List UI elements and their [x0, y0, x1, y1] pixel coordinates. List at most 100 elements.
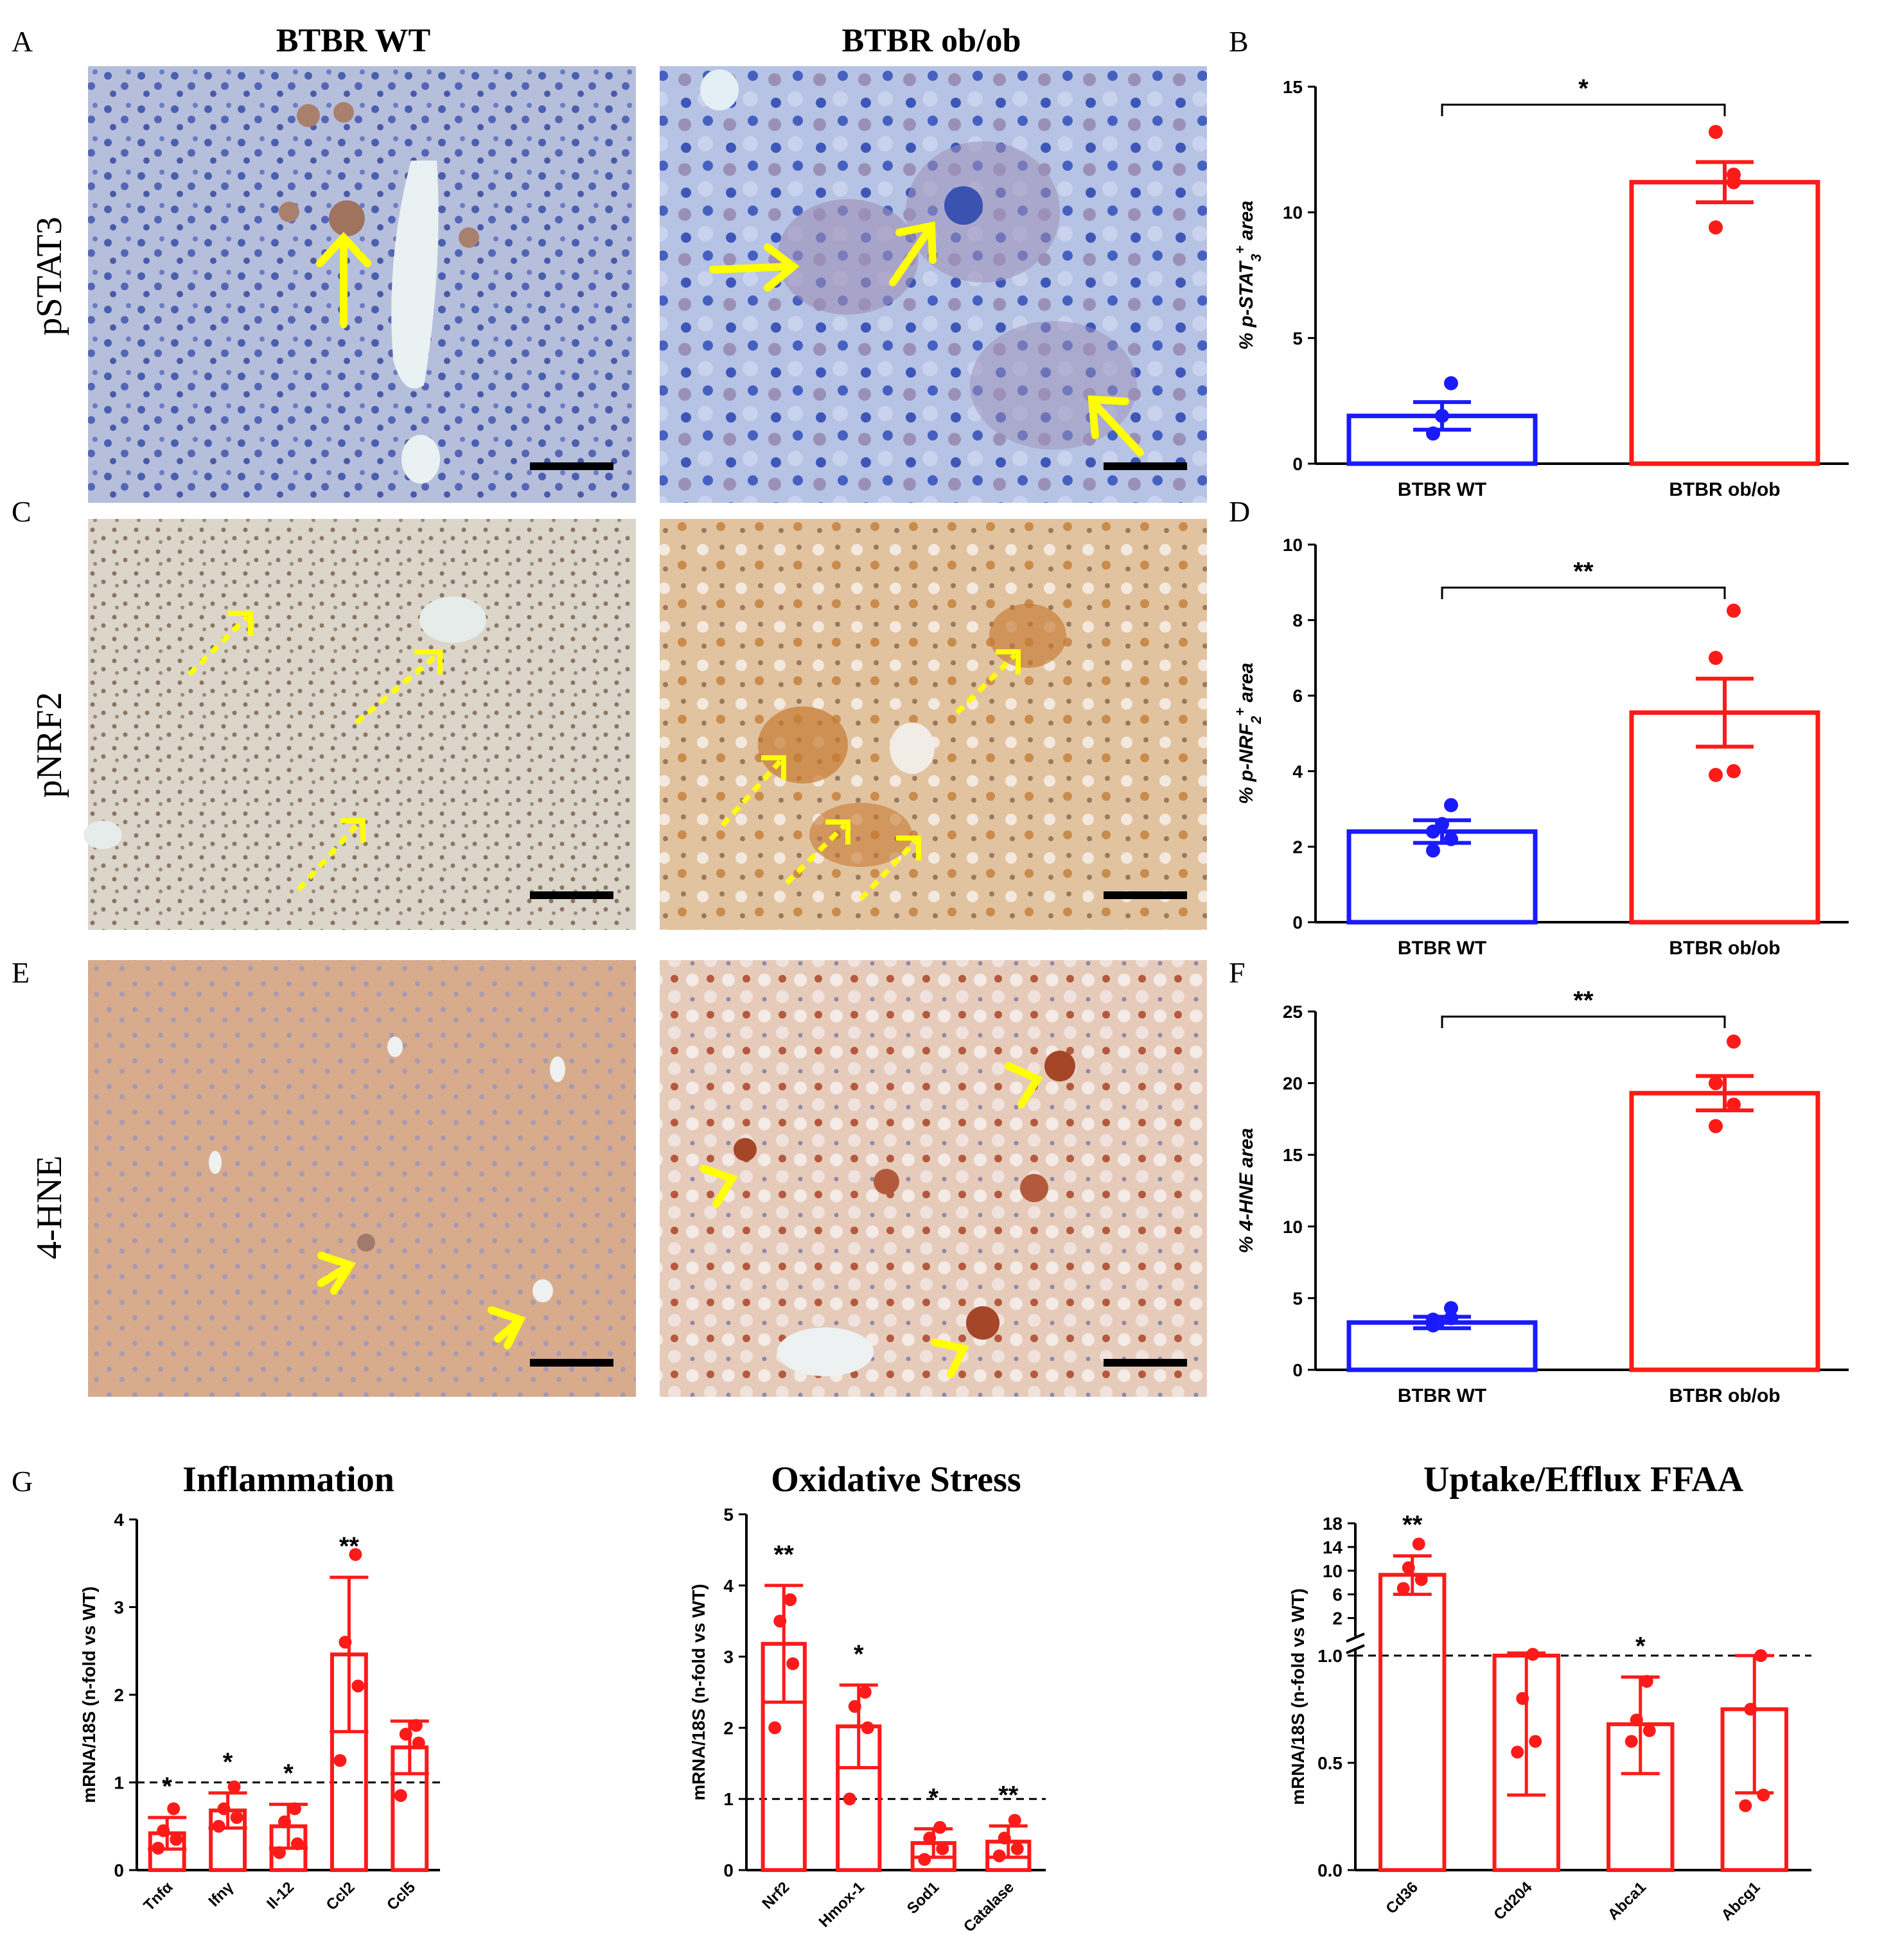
- data-point: [291, 1837, 304, 1851]
- micrograph-4hne-wt: [88, 960, 636, 1397]
- column-title-wt: BTBR WT: [276, 22, 430, 59]
- data-point: [1754, 1649, 1768, 1662]
- significance-bracket: [1441, 1015, 1726, 1028]
- data-point: [918, 1853, 931, 1866]
- data-point: [1709, 125, 1723, 139]
- data-point: [288, 1802, 301, 1816]
- data-point: [349, 1548, 362, 1561]
- data-point: [843, 1792, 856, 1806]
- data-point: [333, 1754, 347, 1767]
- arrow-pointer: [228, 611, 443, 843]
- data-point: [1444, 798, 1458, 812]
- x-tick-label: Ifnγ: [206, 1878, 238, 1911]
- data-point: [1008, 1814, 1021, 1827]
- y-tick-label: 15: [1283, 1145, 1303, 1165]
- y-tick-label: 0.5: [1317, 1753, 1343, 1773]
- micrograph-4hne-ob: [660, 960, 1207, 1397]
- chart-g-oxidative-stress: Oxidative Stress 0 1 2 3 4 5 mRNA/18S (n-fold v…: [689, 1460, 1046, 1936]
- significance-marker: **: [774, 1541, 795, 1569]
- chart-d: 0 2 4 6 8 10 % p-NRF2+ area BTBR WT BTBR ob/ob **: [1232, 535, 1849, 959]
- data-point: [212, 1819, 225, 1833]
- significance-bracket: [1441, 586, 1726, 599]
- data-point: [1727, 764, 1741, 778]
- data-point: [773, 1614, 787, 1628]
- y-tick-label: 0: [723, 1860, 734, 1880]
- y-tick-label: 25: [1283, 1002, 1303, 1022]
- significance-marker: *: [223, 1748, 233, 1776]
- data-point: [786, 1657, 800, 1670]
- data-point: [152, 1841, 165, 1855]
- data-point: [1709, 1119, 1723, 1133]
- panel-letter-c: C: [12, 495, 31, 528]
- axis-break: [1346, 1632, 1365, 1643]
- scale-bar: [1104, 1359, 1187, 1367]
- x-tick-label: Cd204: [1490, 1878, 1535, 1923]
- data-point: [1709, 767, 1723, 782]
- y-tick-label: 1: [723, 1789, 734, 1809]
- data-point: [768, 1721, 782, 1735]
- significance-marker: **: [1402, 1511, 1423, 1539]
- data-point: [1640, 1675, 1653, 1688]
- y-tick-label: 0.0: [1317, 1860, 1343, 1880]
- panel-letter-b: B: [1229, 25, 1249, 58]
- y-tick-label: 0: [1292, 913, 1303, 932]
- arrow-pointer: [700, 1062, 1043, 1378]
- data-point: [992, 1849, 1006, 1862]
- chart-title: Uptake/Efflux FFAA: [1423, 1460, 1744, 1500]
- chart-g-uptake-efflux: Uptake/Efflux FFAA 2 6 10 14 18 0.0 0.5 1.0 mRNA/…: [1288, 1460, 1811, 1924]
- y-tick-label: 10: [1283, 203, 1303, 223]
- arrow-pointer: [316, 232, 371, 328]
- y-tick-label: 10: [1283, 535, 1303, 555]
- y-axis-title: mRNA/18S (n-fold vs WT): [689, 1584, 709, 1801]
- data-point: [1744, 1702, 1757, 1716]
- row-title-pstat3: pSTAT3: [30, 216, 69, 335]
- chart-f: 0 5 10 15 20 25 % 4-HNE area BTBR WT BTBR ob/ob *…: [1236, 986, 1849, 1406]
- x-tick-label: BTBR ob/ob: [1669, 479, 1780, 500]
- panel-letter-g: G: [12, 1465, 33, 1498]
- x-tick-label: Hmox-1: [816, 1878, 868, 1930]
- data-point: [278, 1815, 291, 1828]
- arrow-pointer: [188, 615, 439, 891]
- chart-title: Oxidative Stress: [771, 1460, 1021, 1500]
- bar: [1629, 180, 1820, 466]
- data-point: [1709, 1076, 1723, 1090]
- data-point: [1444, 1301, 1458, 1316]
- arrow-pointer: [721, 653, 1017, 901]
- y-tick-label: 3: [723, 1647, 734, 1667]
- panel-letter-e: E: [12, 956, 30, 989]
- y-tick-label: 8: [1292, 611, 1303, 631]
- data-point: [409, 1719, 423, 1732]
- significance-marker: **: [998, 1781, 1019, 1809]
- y-tick-label: 2: [723, 1718, 734, 1738]
- x-tick-label: Tnfα: [141, 1878, 177, 1914]
- chart-b: 0 5 10 15 % p-STAT3+ area BTBR WT BTBR ob/ob *: [1232, 74, 1849, 500]
- data-point: [351, 1679, 365, 1693]
- bar: [1629, 1090, 1820, 1372]
- data-point: [1739, 1799, 1752, 1812]
- row-title-pnrf2: pNRF2: [30, 692, 69, 798]
- significance-marker: **: [339, 1532, 360, 1561]
- micrograph-pstat3-ob: [660, 66, 1207, 503]
- data-point: [1709, 651, 1723, 665]
- row-title-4hne: 4-HNE: [30, 1155, 69, 1259]
- data-point: [1526, 1648, 1540, 1661]
- micrograph-pnrf2-wt: [84, 519, 636, 930]
- panel-letter-d: D: [1229, 495, 1250, 528]
- x-tick-label: Abcg1: [1718, 1878, 1764, 1924]
- micrograph-pstat3-wt: [88, 66, 636, 503]
- data-point: [784, 1593, 797, 1606]
- data-point: [170, 1833, 183, 1846]
- data-point: [1624, 1735, 1638, 1748]
- data-point: [1426, 843, 1440, 858]
- chart-g-inflammation: Inflammation 0 1 2 3 4 mRNA/18S (n-fold vs WT)…: [79, 1460, 440, 1914]
- y-tick-label: 0: [114, 1860, 124, 1880]
- data-point: [1396, 1582, 1410, 1595]
- scale-bar: [530, 891, 613, 899]
- data-point: [998, 1832, 1011, 1845]
- data-point: [273, 1846, 286, 1859]
- y-tick-label: 20: [1283, 1074, 1303, 1094]
- x-tick-label: Nrf2: [759, 1878, 793, 1912]
- x-tick-label: Ccl5: [383, 1878, 419, 1914]
- data-point: [1435, 408, 1449, 423]
